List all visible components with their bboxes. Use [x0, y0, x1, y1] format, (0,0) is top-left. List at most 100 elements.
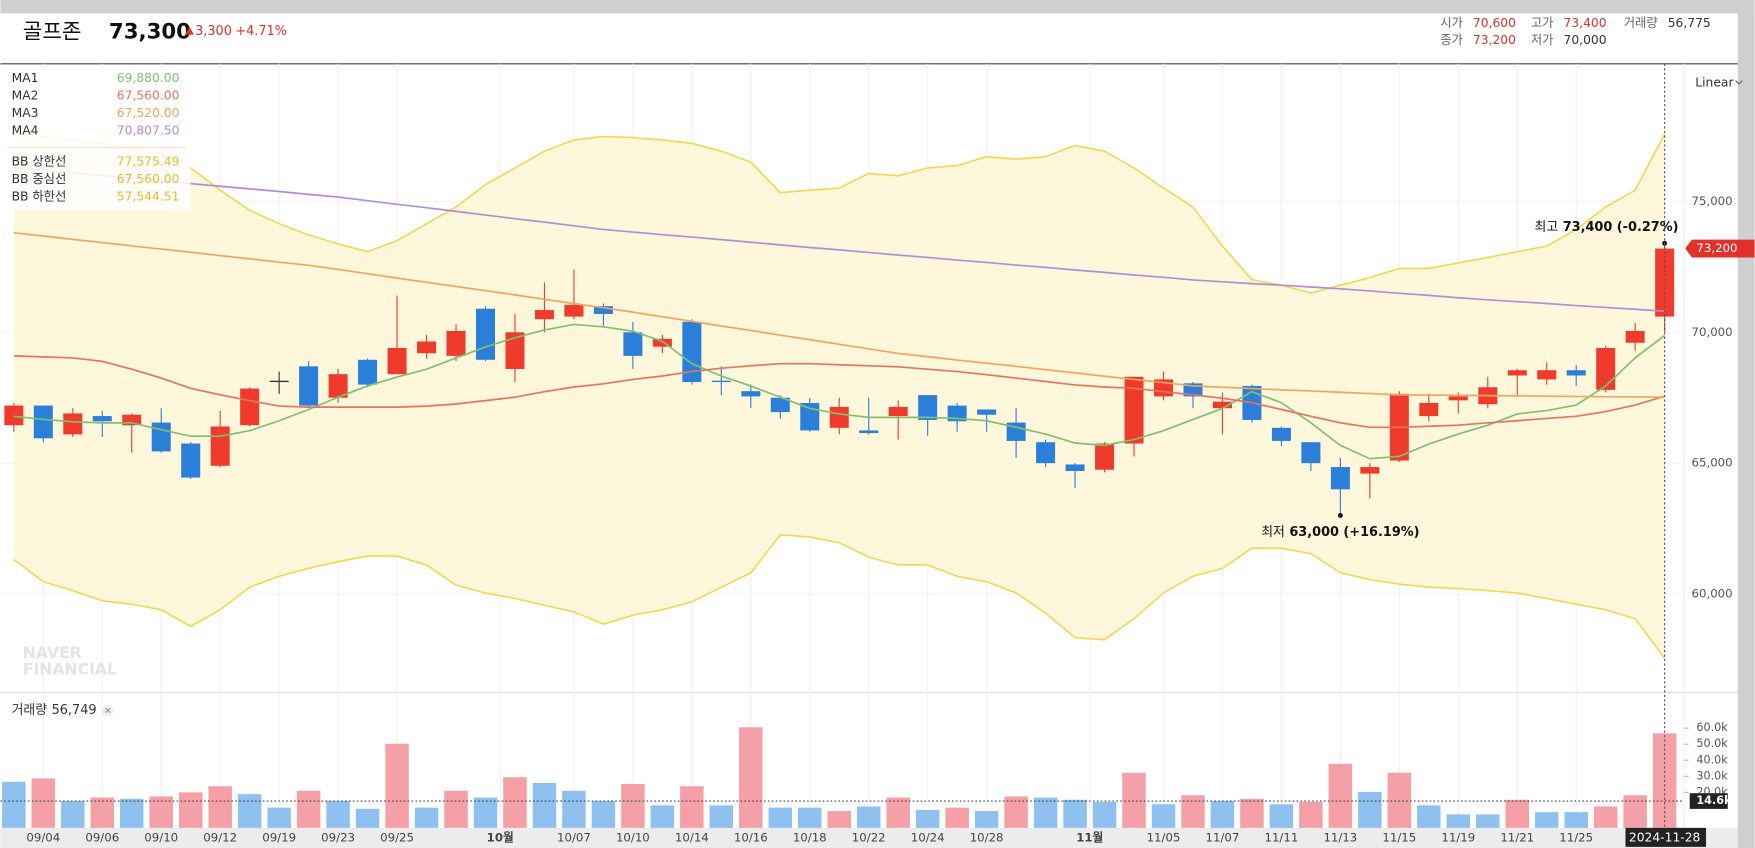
- volume-bar: [355, 808, 380, 828]
- candle-body: [181, 443, 201, 478]
- volume-bar: [414, 807, 439, 828]
- volume-bar: [650, 805, 675, 828]
- candle-body: [122, 414, 142, 426]
- legend-name: BB 상한선: [12, 155, 67, 169]
- x-tick-label: 10/16: [734, 830, 768, 844]
- legend-name: MA4: [12, 124, 39, 138]
- volume-bar: [326, 800, 350, 828]
- volume-bar: [1387, 772, 1412, 828]
- x-tick-label: 11/15: [1382, 830, 1416, 844]
- up-arrow-icon: [185, 26, 194, 35]
- scale-mode[interactable]: Linear: [1695, 75, 1734, 89]
- volume-bar: [1534, 812, 1559, 828]
- volume-bar: [1623, 795, 1647, 828]
- volume-bar: [827, 811, 851, 828]
- annotation-label: 최고: [1535, 220, 1559, 235]
- candle-body: [1448, 396, 1468, 401]
- x-tick-label: 2024-11-28: [1629, 830, 1700, 844]
- volume-bar: [178, 792, 203, 828]
- price-change-pct: +4.71%: [235, 24, 287, 39]
- x-tick-label: 10/14: [675, 830, 709, 844]
- band-fill: [13, 134, 1665, 659]
- extreme-dot: [1337, 513, 1343, 518]
- candle-body: [593, 306, 613, 314]
- y-tick-label: 30.0k: [1696, 769, 1728, 782]
- legend-value: 57,544.51: [117, 189, 180, 203]
- legend-bg: [0, 67, 191, 211]
- volume-bar: [798, 807, 822, 828]
- watermark: FINANCIAL: [23, 660, 117, 679]
- volume-bar: [61, 800, 85, 828]
- frame-top: [0, 0, 1755, 14]
- volume-bar: [1564, 812, 1588, 828]
- volume-bar: [385, 743, 409, 828]
- x-tick-label: 10/22: [852, 830, 886, 844]
- candle-body: [505, 332, 525, 369]
- x-tick-label: 11/21: [1500, 830, 1534, 844]
- volume-bar: [945, 807, 969, 828]
- volume-bar: [237, 794, 262, 828]
- volume-bar: [296, 790, 321, 828]
- price-tag-label: 73,200: [1696, 241, 1737, 255]
- candle-body: [1271, 427, 1291, 441]
- candle-body: [1301, 442, 1321, 464]
- y-tick-label: 65,000: [1692, 456, 1733, 470]
- candle-body: [151, 422, 171, 452]
- candle-body: [358, 359, 378, 385]
- candle-body: [1095, 443, 1115, 470]
- volume-bar: [1593, 806, 1618, 828]
- volume-bar: [1122, 772, 1146, 828]
- candle-body: [888, 406, 908, 417]
- close-icon-x: [105, 707, 111, 714]
- volume-bar: [149, 796, 173, 828]
- x-tick-label: 10/24: [911, 830, 945, 844]
- candle-body: [92, 416, 112, 422]
- volume-bar: [503, 777, 527, 828]
- candle-body: [387, 347, 407, 375]
- legend-value: 67,520.00: [117, 106, 180, 120]
- x-tick-label: 09/12: [203, 830, 237, 844]
- volume-bar: [1505, 799, 1529, 828]
- volume-tag: [1689, 793, 1728, 809]
- volume-bar: [2, 781, 26, 828]
- volume-bar: [621, 784, 645, 828]
- candle-body: [63, 413, 83, 435]
- price-tag: [1685, 239, 1755, 258]
- y-tick-label: 40.0k: [1696, 753, 1728, 766]
- volume-bar: [680, 786, 704, 828]
- candle-body: [652, 338, 672, 347]
- x-tick-label: 09/10: [144, 830, 178, 844]
- candle-body: [947, 405, 967, 422]
- candle-body: [977, 409, 997, 415]
- quote-label: 고가: [1531, 16, 1554, 30]
- ma-line: [13, 323, 1666, 460]
- frame-right: [1737, 0, 1755, 848]
- candle-body: [1124, 376, 1144, 444]
- date-highlight: [1625, 827, 1707, 847]
- candle-body: [918, 395, 938, 420]
- volume-title: 거래량: [12, 703, 48, 718]
- volume-bar: [473, 797, 498, 828]
- volume-bar: [1476, 814, 1500, 828]
- price-panel: [0, 63, 1685, 828]
- candle-body: [299, 366, 319, 406]
- volume-bar: [1151, 804, 1176, 828]
- candle-body: [800, 402, 820, 431]
- candle-body: [1212, 401, 1232, 409]
- candle-body: [1360, 467, 1380, 474]
- volume-tag-label: 14.6k: [1696, 794, 1732, 807]
- x-tick-label: 10월: [487, 830, 514, 844]
- volume-bar: [267, 807, 291, 828]
- legend-value: 67,560.00: [117, 88, 180, 102]
- overlay: 골프존 73,300 3,300 +4.71% Linear NAVER FIN…: [0, 16, 1755, 847]
- x-tick-label: 09/23: [321, 830, 355, 844]
- y-tick-label: 60.0k: [1696, 721, 1728, 734]
- candle-body: [210, 426, 230, 466]
- volume-panel: [0, 727, 1689, 828]
- candle-body: [770, 397, 790, 413]
- quote-label: 시가: [1440, 16, 1463, 30]
- candle-body: [1655, 248, 1675, 317]
- volume-bar: [1417, 805, 1441, 828]
- price-change: 3,300: [195, 24, 232, 39]
